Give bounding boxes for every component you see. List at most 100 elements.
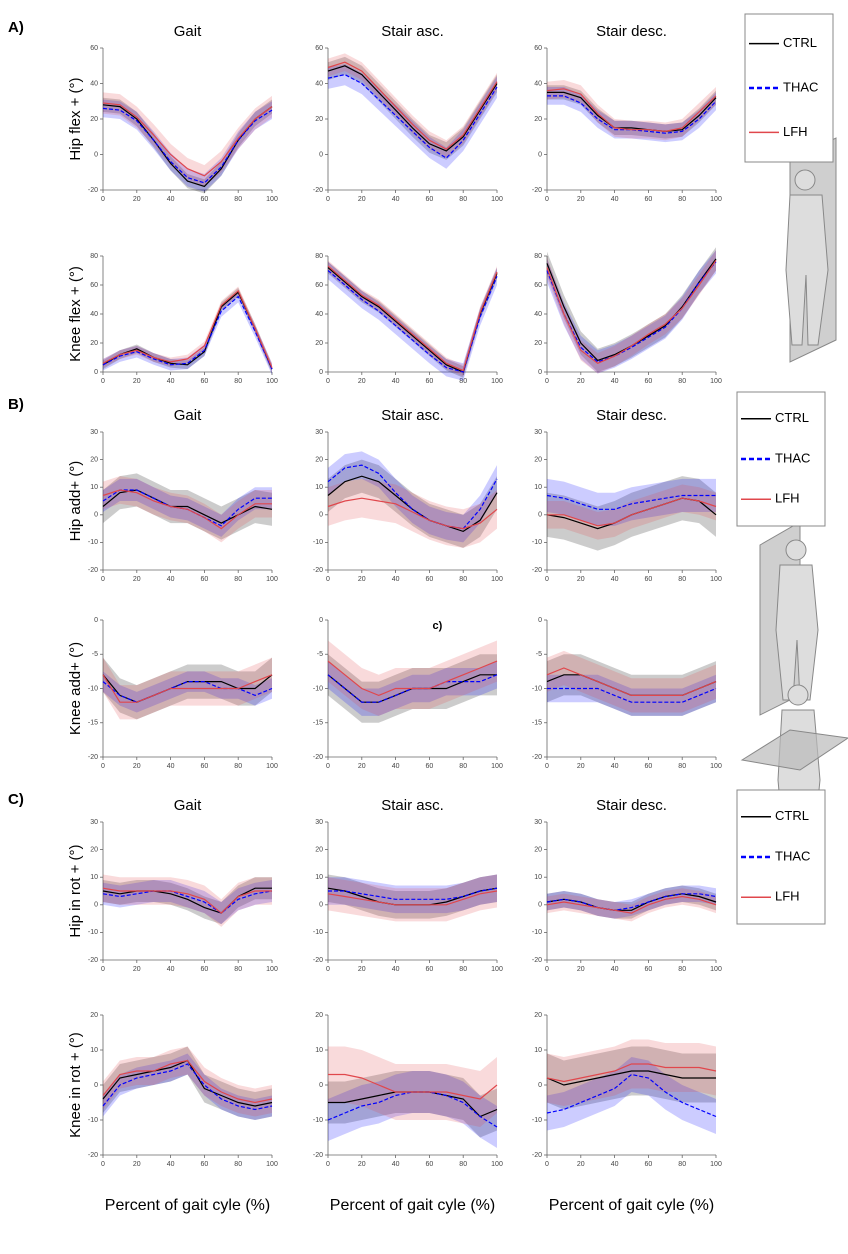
y-tick-label: 20 [315,116,323,123]
series-line [327,497,498,530]
chart-title: Stair desc. [596,407,667,424]
chart-title: Stair desc. [596,23,667,40]
x-tick-label: 20 [133,1161,141,1168]
x-tick-label: 40 [611,378,619,385]
y-tick-label: 20 [315,846,323,853]
series-line [327,475,498,533]
y-tick-label: -15 [313,720,323,727]
x-tick-label: 40 [611,1161,619,1168]
y-tick-label: 40 [90,311,98,318]
series-line [102,489,273,524]
y-tick-label: -5 [536,651,542,658]
series-line [102,295,273,370]
x-tick-label: 60 [201,1161,209,1168]
legend-box [736,391,826,527]
y-tick-label: 20 [534,1012,542,1019]
sd-band [547,1046,716,1110]
y-tick-label: -10 [532,685,542,692]
x-tick-label: 40 [167,1161,175,1168]
y-tick-label: 10 [90,1047,98,1054]
y-tick-label: 40 [90,80,98,87]
sd-band [547,250,716,374]
chart-title: Gait [174,407,202,424]
y-axis-label: Knee add+ (°) [67,642,84,735]
x-tick-label: 40 [167,966,175,973]
x-tick-label: 60 [201,378,209,385]
legend-label: THAC [775,848,810,863]
series-line [327,73,498,159]
x-tick-label: 100 [491,378,503,385]
x-tick-label: 60 [426,196,434,203]
series-line [546,1070,716,1086]
x-tick-label: 0 [326,378,330,385]
x-tick-label: 0 [545,966,549,973]
x-tick-label: 20 [577,1161,585,1168]
chart-title: Gait [174,797,202,814]
sd-band [547,87,716,143]
x-tick-label: 100 [710,763,722,770]
y-tick-label: -20 [532,187,542,194]
x-tick-label: 20 [358,1161,366,1168]
x-tick-label: 60 [201,196,209,203]
x-tick-label: 40 [611,576,619,583]
x-tick-label: 80 [678,378,686,385]
y-axis-label: Knee in rot + (°) [67,1032,84,1138]
y-tick-label: -20 [313,1152,323,1159]
y-axis-label: Hip add+ (°) [67,461,84,542]
x-tick-label: 100 [266,763,278,770]
y-tick-label: 60 [534,282,542,289]
y-tick-label: -10 [313,685,323,692]
x-tick-label: 0 [545,378,549,385]
y-tick-label: -20 [313,187,323,194]
y-tick-label: 20 [90,846,98,853]
y-tick-label: 80 [90,253,98,260]
y-tick-label: 20 [315,340,323,347]
y-tick-label: 30 [90,819,98,826]
x-tick-label: 80 [678,576,686,583]
y-tick-label: 60 [315,282,323,289]
y-tick-label: -5 [317,651,323,658]
chart-title: Stair desc. [596,797,667,814]
x-tick-label: 0 [545,1161,549,1168]
y-tick-label: 0 [538,151,542,158]
x-tick-label: 20 [577,763,585,770]
y-tick-label: -10 [88,929,98,936]
sd-band [547,247,716,372]
series-line [327,61,498,150]
x-tick-label: 0 [545,763,549,770]
series-line [546,895,717,914]
sd-band [547,250,716,374]
y-tick-label: -10 [532,1117,542,1124]
y-tick-label: 10 [534,1047,542,1054]
x-tick-label: 80 [234,966,242,973]
y-tick-label: 80 [534,253,542,260]
legend-label: LFH [775,491,800,506]
series-line [102,107,273,184]
x-tick-label: 40 [392,1161,400,1168]
x-tick-label: 80 [234,378,242,385]
y-tick-label: -20 [313,567,323,574]
sd-band [547,888,716,922]
chart: 0 20 40 60 80 0 20 40 60 80 100 [315,253,503,385]
x-tick-label: 80 [459,763,467,770]
y-tick-label: -20 [532,567,542,574]
series-line [102,102,273,177]
x-tick-label: 80 [234,576,242,583]
sd-band [103,92,272,187]
x-tick-label: 20 [358,966,366,973]
y-tick-label: 20 [90,340,98,347]
sd-band [328,1071,497,1148]
legend-label: CTRL [775,808,809,823]
y-tick-label: 30 [90,429,98,436]
x-tick-label: 20 [577,966,585,973]
chart: -20 -10 0 10 20 30 0 20 40 60 80 100 Stair desc. CTRL… [532,391,826,583]
y-tick-label: 10 [534,874,542,881]
x-axis-label: Percent of gait cyle (%) [105,1197,270,1214]
y-tick-label: 20 [534,340,542,347]
series-line [546,1063,717,1083]
series-line [546,260,717,364]
x-tick-label: 60 [426,1161,434,1168]
